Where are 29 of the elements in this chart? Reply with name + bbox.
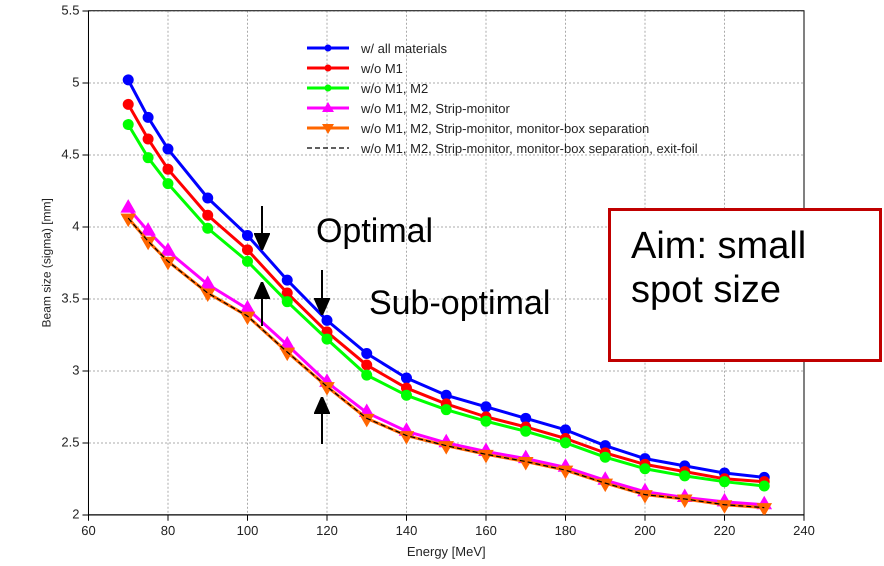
x-tick-label: 240 <box>793 523 815 538</box>
y-axis-title: Beam size (sigma) [mm] <box>40 198 54 328</box>
x-tick-label: 180 <box>554 523 576 538</box>
x-tick-label: 100 <box>236 523 258 538</box>
legend-label: w/o M1 <box>361 60 403 76</box>
legend-label: w/o M1, M2 <box>361 80 428 96</box>
legend-label: w/o M1, M2, Strip-monitor <box>361 100 510 116</box>
x-tick-label: 80 <box>160 523 176 538</box>
y-tick-label: 2 <box>72 506 80 522</box>
x-tick-label: 60 <box>81 523 96 538</box>
x-tick-label: 120 <box>316 523 338 538</box>
y-tick-label: 3.5 <box>61 290 80 306</box>
x-tick-label: 220 <box>714 523 736 538</box>
y-tick-label: 4 <box>72 218 80 234</box>
x-tick-label: 140 <box>396 523 418 538</box>
y-tick-label: 2.5 <box>61 434 80 450</box>
y-tick-label: 4.5 <box>61 146 80 162</box>
y-tick-label: 5 <box>72 74 80 90</box>
annotation: Optimal <box>316 212 434 252</box>
annotation: Aim: small spot size <box>608 208 882 362</box>
x-tick-label: 200 <box>634 523 656 538</box>
y-tick-label: 5.5 <box>61 2 80 18</box>
x-axis-title: Energy [MeV] <box>406 544 486 559</box>
legend-label: w/ all materials <box>361 40 447 56</box>
y-tick-label: 3 <box>72 362 80 378</box>
x-tick-label: 160 <box>475 523 497 538</box>
annotation: Sub-optimal <box>368 284 550 324</box>
legend-label: w/o M1, M2, Strip-monitor, monitor-box separation <box>361 120 650 136</box>
legend-label: w/o M1, M2, Strip-monitor, monitor-box separation, exit-foil <box>361 140 698 156</box>
